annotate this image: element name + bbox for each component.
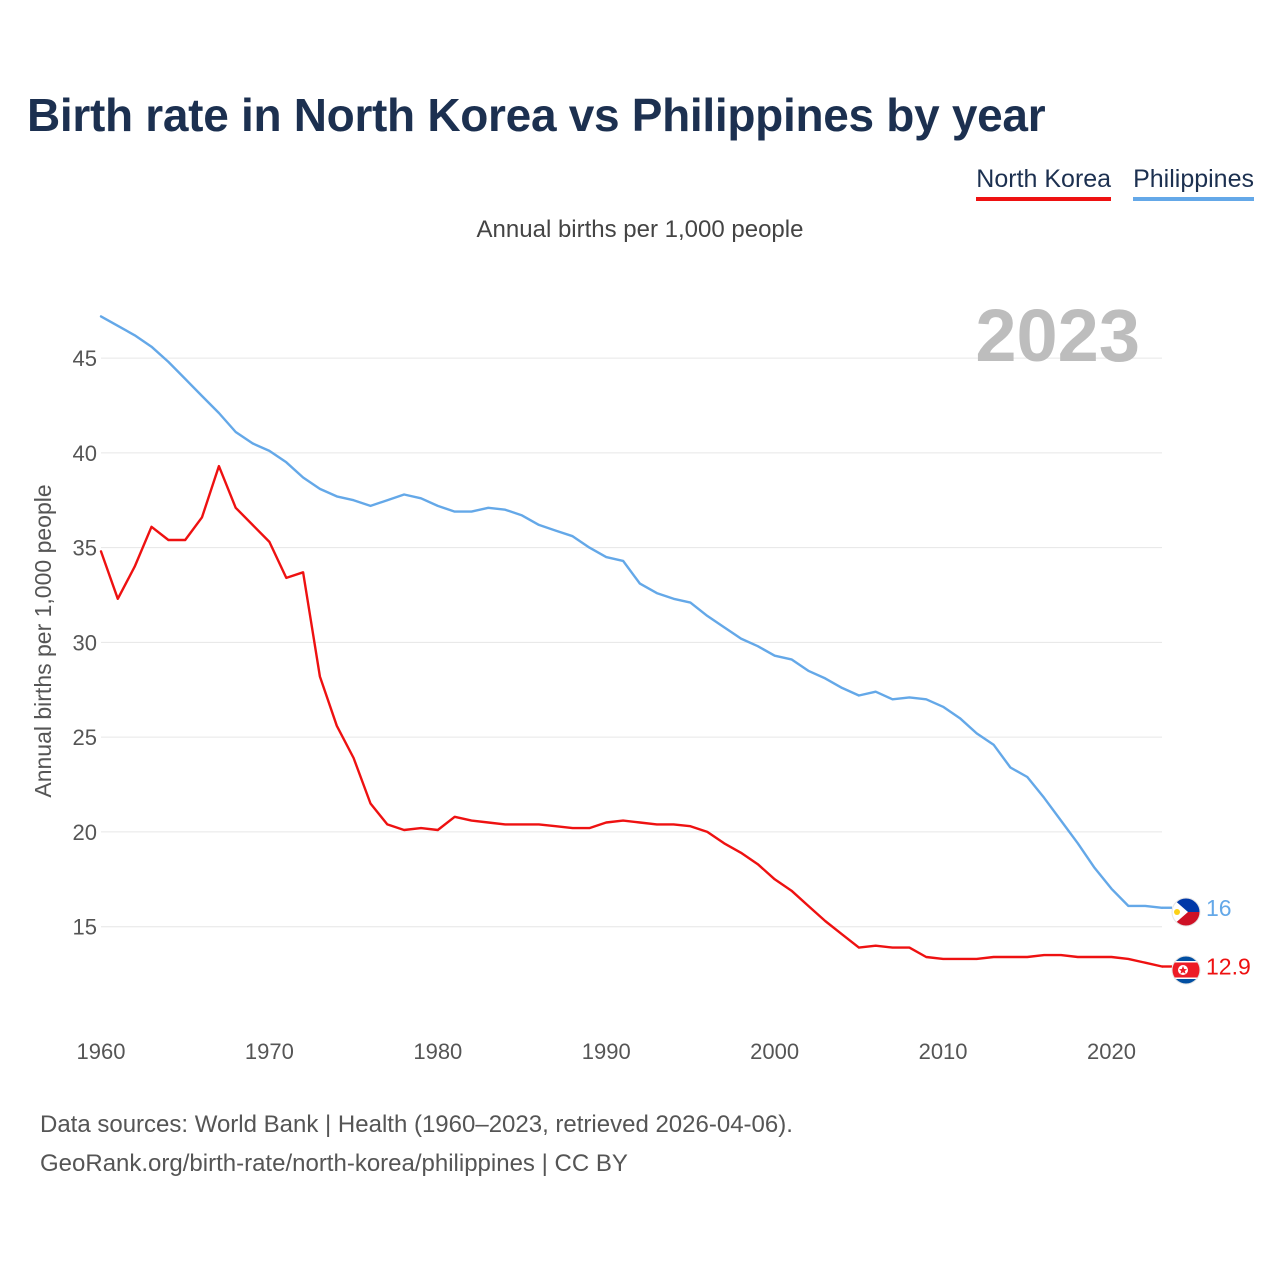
y-tick-label: 45 [73, 346, 97, 371]
gridlines [101, 357, 1162, 928]
end-label-north-korea: 12.9 [1206, 954, 1251, 980]
series-line-north-korea [99, 464, 1164, 968]
chart-subtitle: Annual births per 1,000 people [476, 216, 804, 243]
y-tick-label: 15 [73, 915, 97, 940]
x-axis-ticks: 1960 1970 1980 1990 2000 2010 2020 [77, 1039, 1136, 1064]
x-tick-label: 1990 [582, 1039, 631, 1064]
x-tick-label: 1980 [413, 1039, 462, 1064]
x-tick-label: 2020 [1087, 1039, 1136, 1064]
data-source-note: Data sources: World Bank | Health (1960–… [40, 1111, 793, 1138]
chart-title: Birth rate in North Korea vs Philippines… [27, 89, 1046, 141]
legend: North Korea Philippines [976, 165, 1254, 201]
y-axis-ticks: 15 20 25 30 35 40 45 [73, 346, 97, 940]
legend-item-north-korea[interactable]: North Korea [976, 165, 1112, 201]
x-tick-label: 1970 [245, 1039, 294, 1064]
y-axis-label: Annual births per 1,000 people [30, 484, 56, 797]
x-tick-label: 2000 [750, 1039, 799, 1064]
north-korea-flag-icon [1172, 956, 1200, 984]
year-label: 2023 [975, 294, 1140, 377]
end-markers [1171, 897, 1201, 985]
y-tick-label: 35 [73, 536, 97, 561]
y-tick-label: 20 [73, 820, 97, 845]
y-tick-label: 40 [73, 441, 97, 466]
end-label-philippines: 16 [1206, 895, 1232, 921]
x-tick-label: 2010 [919, 1039, 968, 1064]
series-lines [99, 315, 1172, 968]
footer: Data sources: World Bank | Health (1960–… [40, 1105, 793, 1183]
y-tick-label: 30 [73, 630, 97, 655]
philippines-flag-icon [1172, 898, 1200, 926]
x-tick-label: 1960 [77, 1039, 126, 1064]
philippines-flag-border [1171, 897, 1201, 927]
y-tick-label: 25 [73, 725, 97, 750]
end-value-labels: 12.9 16 [1206, 895, 1251, 980]
series-line-philippines [99, 315, 1164, 909]
north-korea-flag-border [1171, 955, 1201, 985]
source-url: GeoRank.org/birth-rate/north-korea/phili… [40, 1150, 628, 1177]
legend-item-philippines[interactable]: Philippines [1133, 165, 1254, 201]
